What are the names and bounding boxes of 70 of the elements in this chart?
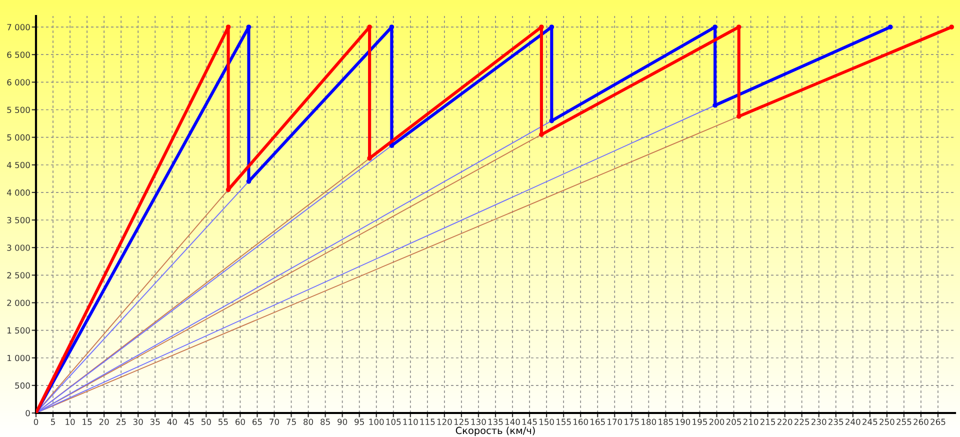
x-tick-label: 230 xyxy=(812,418,826,426)
x-tick-label: 150 xyxy=(540,418,554,426)
x-tick-label: 110 xyxy=(403,418,418,426)
x-tick-label: 135 xyxy=(488,418,503,426)
y-tick-label: 2 000 xyxy=(7,300,30,306)
x-tick-label: 5 xyxy=(51,418,55,426)
y-tick-label: 5 000 xyxy=(7,134,30,141)
y-tick-label: 5 500 xyxy=(7,106,30,114)
x-tick-label: 40 xyxy=(167,418,177,426)
x-tick-label: 25 xyxy=(116,418,126,426)
x-tick-label: 265 xyxy=(930,418,946,426)
x-tick-label: 155 xyxy=(556,418,571,426)
x-tick-label: 80 xyxy=(304,418,314,426)
x-tick-label: 115 xyxy=(420,418,435,426)
x-tick-label: 225 xyxy=(794,418,810,426)
x-tick-label: 210 xyxy=(743,418,758,426)
x-tick-label: 120 xyxy=(437,418,452,426)
x-tick-label: 160 xyxy=(574,418,588,426)
y-tick-label: 2 500 xyxy=(7,272,30,278)
x-tick-label: 90 xyxy=(338,418,348,426)
x-tick-label: 190 xyxy=(676,418,690,426)
x-tick-label: 10 xyxy=(66,418,75,426)
x-tick-label: 100 xyxy=(369,418,384,426)
y-tick-label: 6 500 xyxy=(7,52,30,58)
x-tick-label: 215 xyxy=(760,418,776,426)
x-tick-label: 250 xyxy=(880,418,894,426)
x-tick-label: 95 xyxy=(354,418,364,426)
x-tick-label: 195 xyxy=(692,418,707,426)
y-tick-label: 1 500 xyxy=(8,327,30,334)
y-tick-label: 3 000 xyxy=(7,244,30,251)
x-tick-label: 75 xyxy=(286,418,296,426)
x-tick-label: 50 xyxy=(202,418,211,426)
y-tick-label: 6 000 xyxy=(7,79,30,86)
x-tick-label: 130 xyxy=(471,418,486,426)
y-tick-label: 7 000 xyxy=(7,24,30,30)
x-tick-label: 255 xyxy=(896,418,912,426)
x-tick-label: 70 xyxy=(270,418,280,426)
x-tick-label: 125 xyxy=(454,418,469,426)
x-tick-label: 140 xyxy=(505,418,520,426)
x-tick-label: 105 xyxy=(386,418,401,426)
y-tick-label: 500 xyxy=(15,382,30,389)
x-tick-label: 245 xyxy=(862,418,878,426)
x-tick-label: 65 xyxy=(252,418,262,426)
x-tick-label: 170 xyxy=(608,418,622,426)
y-tick-label: 0 xyxy=(26,410,30,416)
x-tick-label: 240 xyxy=(846,418,860,426)
y-tick-label: 3 500 xyxy=(7,216,30,224)
y-tick-label: 1 000 xyxy=(8,354,30,362)
x-tick-label: 60 xyxy=(236,418,245,426)
x-tick-label: 165 xyxy=(590,418,605,426)
x-axis-title: Скорость (км/ч) xyxy=(456,426,535,436)
x-tick-label: 180 xyxy=(642,418,656,426)
x-tick-label: 20 xyxy=(99,418,109,426)
x-tick-label: 45 xyxy=(184,418,194,426)
x-tick-label: 30 xyxy=(133,418,143,426)
x-tick-label: 145 xyxy=(522,418,537,426)
x-tick-label: 200 xyxy=(709,418,724,426)
y-tick-label: 4 000 xyxy=(6,189,30,196)
x-tick-label: 185 xyxy=(658,418,673,426)
x-tick-label: 175 xyxy=(624,418,639,426)
x-tick-label: 35 xyxy=(150,418,160,426)
x-tick-label: 55 xyxy=(218,418,228,426)
x-tick-label: 15 xyxy=(82,418,92,426)
y-tick-label: 4 500 xyxy=(6,162,30,168)
x-tick-label: 260 xyxy=(914,418,928,426)
x-tick-label: 235 xyxy=(828,418,844,426)
x-tick-label: 85 xyxy=(320,418,330,426)
x-tick-label: 0 xyxy=(34,418,38,426)
x-tick-label: 205 xyxy=(726,418,741,426)
x-tick-label: 220 xyxy=(777,418,792,426)
